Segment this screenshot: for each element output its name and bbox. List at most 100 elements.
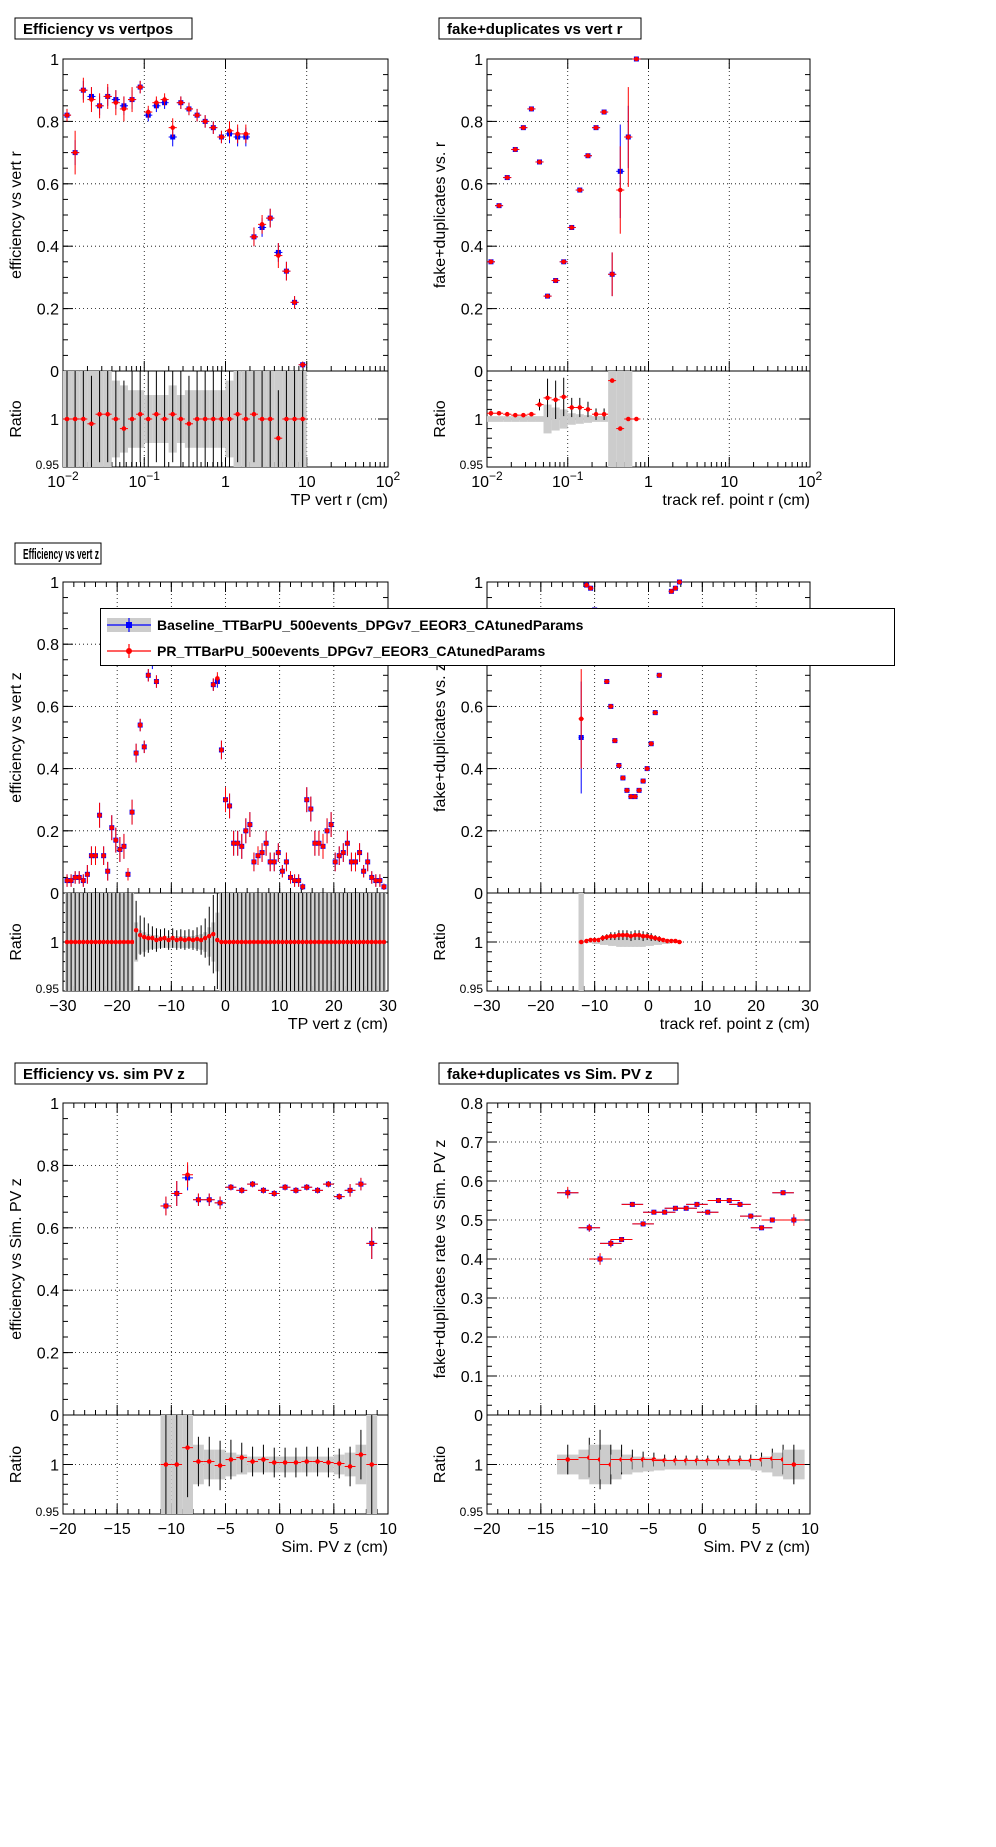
- pr-point: [369, 1241, 375, 1246]
- pr-point: [328, 822, 334, 827]
- pr-point: [488, 259, 494, 265]
- pr-point: [113, 837, 119, 843]
- ratio-point: [170, 411, 176, 417]
- title-box: [14, 542, 102, 565]
- pr-point: [609, 271, 615, 277]
- pr-point: [251, 859, 257, 865]
- ratio-point: [178, 936, 184, 942]
- ratio-point: [101, 939, 106, 945]
- pr-point: [644, 766, 650, 771]
- pr-point: [228, 1184, 234, 1190]
- pr-point: [545, 293, 550, 299]
- ratio-point: [292, 939, 297, 945]
- pr-point: [529, 106, 534, 112]
- pr-point: [616, 763, 622, 768]
- ratio-point: [677, 939, 682, 945]
- y-axis-label: efficiency vs vert r: [8, 150, 25, 278]
- ratio-point: [284, 939, 289, 945]
- ratio-y-tick-label: 1: [50, 412, 59, 429]
- y-tick-label: 0.8: [461, 114, 483, 131]
- ratio-y-tick-label: 1: [474, 412, 483, 429]
- pr-point: [219, 747, 224, 753]
- ratio-point: [577, 405, 583, 410]
- ratio-point: [255, 939, 261, 945]
- x-tick-label: 10−1: [552, 469, 584, 491]
- x-tick-label: −5: [639, 1521, 657, 1538]
- legend-entry-baseline: Baseline_TTBarPU_500events_DPGv7_EEOR3_C…: [101, 612, 894, 638]
- ratio-point: [652, 935, 658, 941]
- x-tick-label: 1: [644, 474, 653, 491]
- pr-point: [373, 878, 379, 883]
- chart-title: fake+duplicates vs Sim. PV z: [447, 1066, 653, 1083]
- ratio-point: [565, 1457, 571, 1462]
- pr-point: [336, 853, 342, 858]
- pr-point: [137, 722, 143, 728]
- ratio-point: [166, 937, 171, 943]
- pr-point: [227, 128, 232, 134]
- ratio-y-tick-label: 0.95: [460, 1505, 484, 1519]
- ratio-point: [227, 939, 232, 945]
- x-axis-label: track ref. point r (cm): [662, 492, 810, 509]
- ratio-point: [488, 410, 494, 416]
- pr-point: [353, 859, 358, 865]
- ratio-point: [326, 1460, 331, 1465]
- ratio-point: [93, 939, 98, 945]
- pr-point: [284, 859, 289, 865]
- x-tick-label: 10: [271, 998, 289, 1015]
- x-tick-label: −10: [158, 1521, 185, 1538]
- y-tick-label: 0.6: [461, 699, 483, 716]
- ratio-point: [512, 412, 518, 418]
- ratio-point: [791, 1462, 797, 1467]
- pr-point: [608, 704, 614, 709]
- pr-point: [282, 1184, 288, 1190]
- x-tick-label: 10: [801, 1521, 819, 1538]
- legend-label-baseline: Baseline_TTBarPU_500events_DPGv7_EEOR3_C…: [157, 617, 584, 633]
- pr-point: [154, 100, 159, 105]
- ratio-point: [219, 416, 224, 422]
- pr-point: [72, 875, 78, 880]
- ratio-point: [97, 411, 102, 417]
- ratio-point: [588, 937, 593, 943]
- x-tick-label: 20: [325, 998, 343, 1015]
- pr-point: [504, 175, 510, 180]
- ratio-point: [125, 939, 131, 945]
- pr-point: [235, 131, 240, 137]
- ratio-y-tick-label: 0.95: [460, 458, 484, 472]
- ratio-point: [72, 939, 78, 945]
- pr-point: [89, 853, 94, 858]
- x-tick-label: −10: [581, 1521, 608, 1538]
- ratio-point: [211, 931, 216, 937]
- pr-point: [569, 225, 575, 230]
- ratio-point: [561, 394, 567, 400]
- pr-point: [780, 1190, 786, 1195]
- pr-point: [250, 1181, 255, 1187]
- pr-point: [271, 859, 277, 865]
- y-axis-label: efficiency vs vert z: [8, 672, 25, 802]
- ratio-point: [105, 411, 111, 417]
- ratio-point: [604, 934, 610, 940]
- ratio-point: [609, 378, 615, 383]
- ratio-point: [64, 416, 70, 422]
- pr-point: [748, 1213, 754, 1219]
- ratio-y-tick-label: 0.95: [36, 458, 60, 472]
- ratio-point: [247, 939, 253, 945]
- y-tick-label: 0.2: [461, 1330, 483, 1347]
- ratio-point: [636, 932, 642, 938]
- pr-point: [652, 710, 658, 715]
- pr-point: [705, 1209, 711, 1215]
- ratio-point: [280, 939, 285, 945]
- ratio-point: [89, 421, 94, 427]
- ratio-y-tick-label: 1: [50, 935, 59, 952]
- pr-point: [326, 1181, 331, 1187]
- pr-point: [129, 809, 135, 815]
- ratio-point: [341, 939, 346, 945]
- pr-point: [217, 1200, 223, 1206]
- ratio-point: [656, 936, 662, 942]
- x-tick-label: −20: [473, 1521, 500, 1538]
- pr-point: [105, 868, 110, 874]
- y-tick-label: 0.4: [37, 762, 59, 779]
- ratio-point: [276, 939, 281, 945]
- ratio-point: [72, 416, 78, 422]
- ratio-point: [261, 1457, 266, 1462]
- y-tick-label: 0.2: [461, 824, 483, 841]
